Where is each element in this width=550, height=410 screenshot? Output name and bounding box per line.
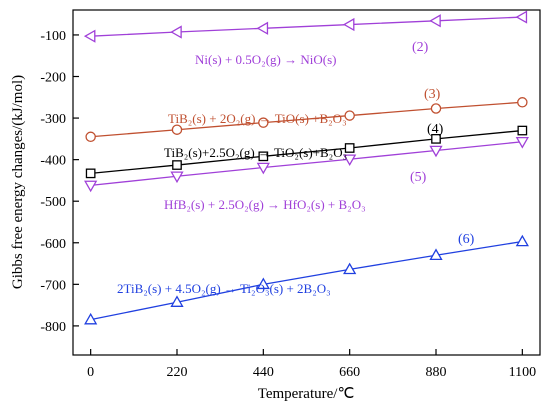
reaction-number: (3) — [424, 87, 441, 102]
reaction-number: (2) — [412, 40, 429, 55]
y-tick-label: -500 — [40, 195, 66, 210]
data-point-marker — [343, 262, 357, 275]
x-axis-title: Temperature/℃ — [258, 386, 355, 402]
data-point-marker — [170, 171, 184, 184]
x-tick-label: 880 — [426, 365, 447, 380]
x-tick-label: 440 — [253, 365, 274, 380]
data-point-marker — [342, 17, 355, 32]
y-tick-label: -300 — [40, 112, 66, 127]
series-5 — [84, 234, 529, 325]
series-line — [90, 141, 523, 187]
data-point-marker — [343, 154, 357, 167]
series-4 — [84, 136, 529, 193]
series-line — [90, 101, 523, 138]
reaction-number: (5) — [410, 170, 427, 185]
data-point-marker — [84, 180, 98, 193]
data-point-marker — [83, 29, 96, 43]
data-point-marker — [256, 21, 269, 35]
data-point-marker — [430, 103, 442, 114]
reaction-equation: TiB₂(s) + 2O₂(g) → TiO(s) +B₂O₃ — [168, 111, 347, 126]
data-point-marker — [170, 25, 182, 39]
data-point-marker — [429, 248, 443, 261]
data-point-marker — [172, 160, 182, 170]
x-tick-label: 220 — [166, 365, 187, 380]
x-tick-label: 1100 — [509, 365, 536, 380]
data-point-marker — [431, 134, 441, 144]
reaction-equation: TiB₂(s)+2.5O₂(g) → TiO₂(s)+B₂O₃ — [164, 145, 347, 160]
data-point-marker — [515, 136, 529, 149]
data-point-marker — [258, 151, 269, 162]
data-point-marker — [171, 124, 183, 135]
y-tick-label: -100 — [40, 29, 66, 44]
series-line — [90, 16, 523, 37]
series-2 — [85, 97, 528, 143]
reaction-number: (6) — [458, 232, 475, 247]
annotations-layer: Ni(s) + 0.5O₂(g) → NiO(s) (2) TiB₂(s) + 2O… — [117, 40, 475, 296]
reaction-equation: HfB₂(s) + 2.5O₂(g) → HfO₂(s) + B₂O₃ — [164, 197, 366, 212]
data-point-marker — [344, 143, 355, 153]
data-point-marker — [85, 131, 96, 143]
data-point-marker — [344, 110, 355, 121]
x-tick-label: 660 — [339, 365, 360, 380]
data-point-marker — [170, 295, 184, 307]
reaction-number: (4) — [427, 122, 444, 137]
y-tick-label: -700 — [40, 278, 66, 293]
data-point-marker — [517, 97, 528, 108]
series-layer — [83, 10, 529, 325]
x-tick-label: 0 — [87, 365, 94, 380]
series-3 — [85, 125, 528, 179]
y-tick-label: -400 — [40, 154, 66, 169]
series-1 — [83, 10, 528, 43]
data-point-marker — [517, 125, 528, 136]
data-point-marker — [429, 14, 441, 28]
y-tick-label: -800 — [40, 320, 66, 335]
series-line — [90, 129, 523, 175]
y-tick-label: -600 — [40, 237, 66, 252]
data-point-marker — [256, 162, 270, 175]
data-point-marker — [258, 117, 269, 128]
data-point-marker — [85, 168, 96, 179]
data-point-marker — [515, 234, 529, 247]
series-line — [90, 240, 523, 321]
y-tick-label: -200 — [40, 71, 66, 86]
plot-frame — [72, 9, 541, 356]
data-point-marker — [515, 10, 528, 24]
data-point-marker — [429, 145, 443, 158]
axis-ticks: 0 220 440 660 880 1100 -100 -200 -300 -400 -500 -60… — [40, 29, 536, 380]
reaction-equation: Ni(s) + 0.5O₂(g) → NiO(s) — [195, 52, 336, 67]
data-point-marker — [84, 312, 98, 325]
data-point-marker — [256, 277, 270, 290]
reaction-equation: 2TiB₂(s) + 4.5O₂(g) → Ti₂O₃(s) + 2B₂O₃ — [117, 281, 331, 296]
y-axis-title: Gibbs free energy changes/(kJ/mol) — [10, 75, 26, 289]
